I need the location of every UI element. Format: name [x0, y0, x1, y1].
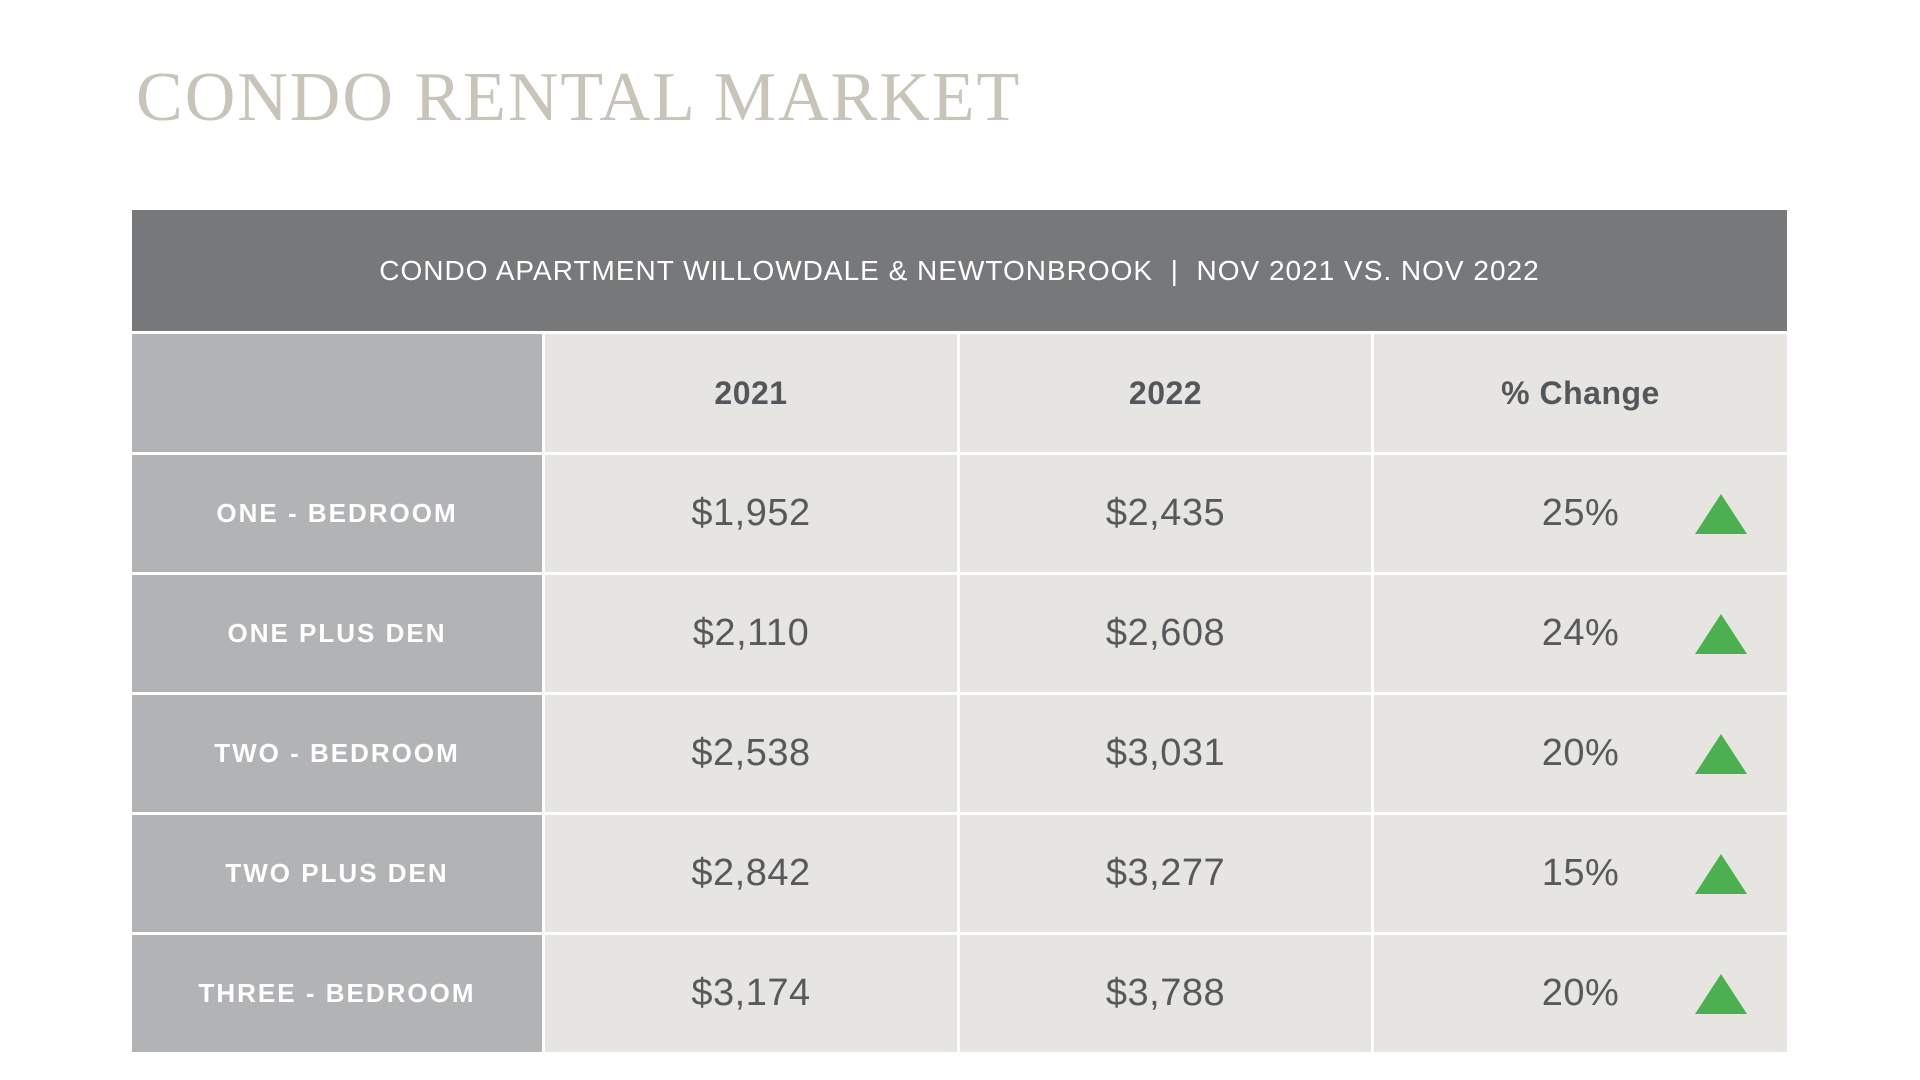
rental-market-table: CONDO APARTMENT WILLOWDALE & NEWTONBROOK…	[132, 210, 1787, 1052]
change-value: 20%	[1541, 732, 1620, 774]
table-banner: CONDO APARTMENT WILLOWDALE & NEWTONBROOK…	[132, 210, 1787, 331]
value-2021-two-plus-den: $2,842	[545, 815, 957, 932]
value-2021-one-bedroom: $1,952	[545, 455, 957, 572]
change-cell-one-bedroom: 25%	[1374, 455, 1787, 572]
change-value: 24%	[1541, 612, 1620, 654]
row-label-one-plus-den: ONE PLUS DEN	[132, 575, 542, 692]
change-value: 20%	[1541, 972, 1620, 1014]
up-arrow-icon	[1695, 613, 1747, 654]
up-arrow-icon	[1695, 733, 1747, 774]
row-label-one-bedroom: ONE - BEDROOM	[132, 455, 542, 572]
page-title: CONDO RENTAL MARKET	[136, 59, 1022, 136]
up-arrow-icon	[1695, 493, 1747, 534]
corner-cell	[132, 334, 542, 452]
column-header-2021: 2021	[545, 334, 957, 452]
row-label-two-bedroom: TWO - BEDROOM	[132, 695, 542, 812]
value-2022-one-plus-den: $2,608	[960, 575, 1371, 692]
value-2021-three-bedroom: $3,174	[545, 935, 957, 1052]
up-arrow-icon	[1695, 973, 1747, 1014]
value-2022-three-bedroom: $3,788	[960, 935, 1371, 1052]
column-header-2022: 2022	[960, 334, 1371, 452]
change-cell-two-plus-den: 15%	[1374, 815, 1787, 932]
value-2022-two-bedroom: $3,031	[960, 695, 1371, 812]
change-cell-three-bedroom: 20%	[1374, 935, 1787, 1052]
value-2021-one-plus-den: $2,110	[545, 575, 957, 692]
change-cell-two-bedroom: 20%	[1374, 695, 1787, 812]
value-2022-two-plus-den: $3,277	[960, 815, 1371, 932]
row-label-two-plus-den: TWO PLUS DEN	[132, 815, 542, 932]
row-label-three-bedroom: THREE - BEDROOM	[132, 935, 542, 1052]
change-value: 25%	[1541, 492, 1620, 534]
up-arrow-icon	[1695, 853, 1747, 894]
change-cell-one-plus-den: 24%	[1374, 575, 1787, 692]
change-value: 15%	[1541, 852, 1620, 894]
value-2022-one-bedroom: $2,435	[960, 455, 1371, 572]
column-header-percent-change: % Change	[1374, 334, 1787, 452]
value-2021-two-bedroom: $2,538	[545, 695, 957, 812]
